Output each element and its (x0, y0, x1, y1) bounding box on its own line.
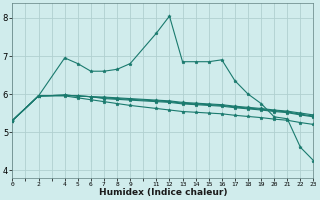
X-axis label: Humidex (Indice chaleur): Humidex (Indice chaleur) (99, 188, 227, 197)
